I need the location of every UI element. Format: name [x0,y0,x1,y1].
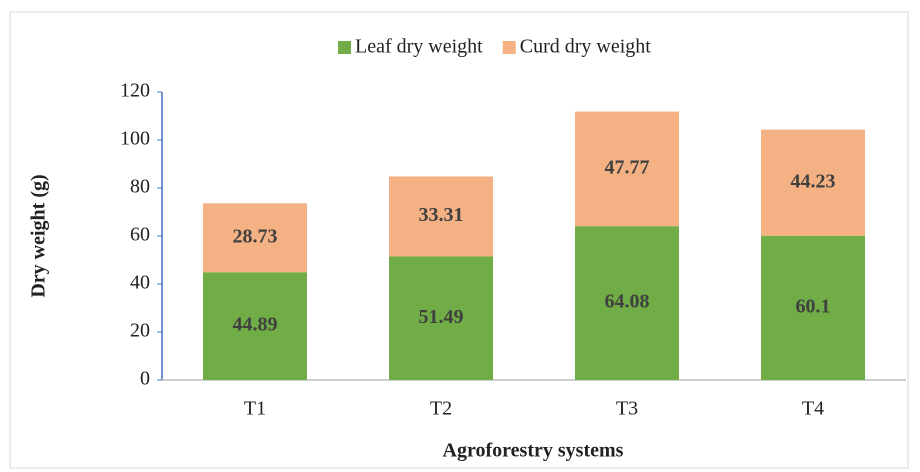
data-label: 28.73 [233,225,278,247]
y-tick-label: 40 [130,272,150,294]
x-tick-label: T2 [430,398,452,420]
y-axis-title: Dry weight (g) [28,174,50,297]
bar-segment [203,272,307,380]
bar-segment [389,176,493,257]
x-tick-label: T3 [616,398,638,420]
y-tick-label: 0 [140,368,150,390]
bar-segment [389,256,493,380]
bar-segment [575,111,679,227]
data-label: 60.1 [796,295,831,317]
data-label: 44.23 [791,170,836,192]
y-tick-label: 80 [130,176,150,198]
data-label: 47.77 [605,156,650,178]
data-label: 44.89 [233,314,278,336]
y-tick-label: 100 [120,128,150,150]
legend-label: Curd dry weight [520,36,652,58]
legend-label: Leaf dry weight [355,36,483,58]
bar-segment [203,203,307,273]
legend-swatch [502,41,516,54]
legend-swatch [338,41,351,54]
data-label: 51.49 [419,306,464,328]
data-label: 33.31 [419,204,464,226]
x-tick-label: T1 [244,398,266,420]
y-tick-label: 20 [130,320,150,342]
x-axis-title: Agroforestry systems [443,440,624,462]
x-tick-label: T4 [802,398,824,420]
bar-segment [761,235,865,380]
y-tick-label: 120 [120,80,150,102]
bar-segment [761,129,865,236]
y-tick-label: 60 [130,224,150,246]
bar-segment [575,226,679,380]
data-label: 64.08 [605,291,650,313]
